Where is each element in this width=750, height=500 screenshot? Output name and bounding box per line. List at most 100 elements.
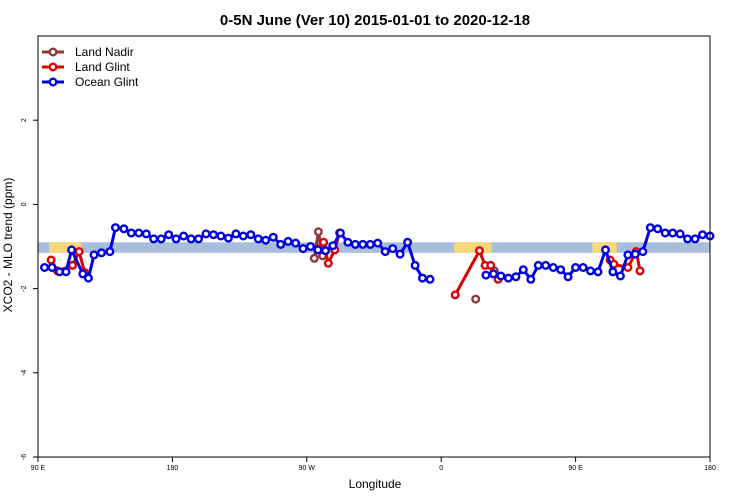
data-point: [623, 250, 633, 260]
data-point: [645, 223, 655, 233]
data-point: [208, 230, 218, 240]
data-point: [223, 233, 233, 243]
data-point: [291, 238, 301, 248]
data-point: [496, 271, 506, 281]
data-point: [268, 232, 278, 242]
data-point: [571, 263, 581, 273]
data-point: [635, 266, 645, 276]
data-point: [47, 263, 57, 273]
data-point: [96, 248, 106, 258]
data-point: [548, 263, 558, 273]
data-point: [231, 229, 241, 239]
data-point: [253, 234, 263, 244]
data-point: [601, 245, 611, 255]
plot-frame: [37, 35, 711, 458]
data-point: [683, 234, 693, 244]
data-point: [593, 267, 603, 277]
data-point: [67, 245, 77, 255]
data-point: [358, 239, 368, 249]
data-point: [321, 246, 331, 256]
data-point: [156, 234, 166, 244]
legend-marker: [48, 47, 58, 57]
data-point: [246, 230, 256, 240]
data-point: [134, 228, 144, 238]
y-tick-label: -4: [21, 370, 28, 376]
data-point: [615, 271, 625, 281]
data-point: [164, 230, 174, 240]
data-point: [201, 229, 211, 239]
data-point: [83, 273, 93, 283]
data-point: [319, 237, 329, 247]
data-point: [350, 239, 360, 249]
data-point: [395, 249, 405, 259]
data-point: [471, 294, 481, 304]
legend-label: Land Glint: [75, 60, 130, 74]
data-point: [313, 227, 323, 237]
data-point: [503, 273, 513, 283]
series-ocean-glint: [40, 223, 715, 284]
data-point: [518, 265, 528, 275]
x-axis-label: Longitude: [349, 477, 402, 491]
x-tick-label: 90 E: [31, 465, 46, 472]
y-tick-label: 2: [21, 118, 28, 122]
data-point: [298, 244, 308, 254]
data-point: [89, 250, 99, 260]
data-point: [40, 263, 50, 273]
data-point: [660, 228, 670, 238]
chart-title: 0-5N June (Ver 10) 2015-01-01 to 2020-12…: [220, 12, 530, 29]
data-point: [586, 266, 596, 276]
data-point: [78, 269, 88, 279]
legend-label: Land Nadir: [75, 45, 134, 59]
data-point: [380, 247, 390, 257]
data-point: [526, 274, 536, 284]
data-point: [193, 234, 203, 244]
data-point: [608, 267, 618, 277]
data-point: [126, 228, 136, 238]
data-point: [335, 228, 345, 238]
data-point: [119, 224, 129, 234]
data-point: [511, 272, 521, 282]
data-point: [630, 249, 640, 259]
data-point: [309, 253, 319, 263]
data-point: [563, 272, 573, 282]
data-point: [403, 237, 413, 247]
data-point: [179, 231, 189, 241]
data-point: [481, 270, 491, 280]
data-point: [410, 260, 420, 270]
data-point: [541, 260, 551, 270]
data-point: [675, 229, 685, 239]
data-point: [653, 224, 663, 234]
data-point: [475, 246, 485, 256]
data-point: [61, 267, 71, 277]
data-point: [261, 235, 271, 245]
data-point: [425, 274, 435, 284]
x-axis: 90 E 180 90 W 0 90 E 180: [31, 457, 716, 472]
data-point: [141, 229, 151, 239]
data-point: [216, 231, 226, 241]
data-point: [323, 258, 333, 268]
data-point: [276, 239, 286, 249]
data-point: [186, 234, 196, 244]
data-point: [46, 255, 56, 265]
data-point: [110, 223, 120, 233]
y-tick-label: 0: [21, 202, 28, 206]
data-point: [486, 260, 496, 270]
data-point: [67, 260, 77, 270]
x-tick-label: 90 W: [299, 465, 316, 472]
land-patch: [49, 242, 81, 253]
data-point: [668, 228, 678, 238]
x-tick-label: 0: [439, 465, 443, 472]
ocean-band: [38, 242, 710, 253]
y-tick-label: -6: [21, 454, 28, 460]
data-point: [365, 239, 375, 249]
data-point: [313, 245, 323, 255]
data-point: [450, 290, 460, 300]
data-point: [328, 241, 338, 251]
y-tick-label: -2: [21, 285, 28, 291]
data-point: [149, 234, 159, 244]
data-point: [578, 263, 588, 273]
data-point: [306, 241, 316, 251]
x-tick-label: 180: [704, 465, 716, 472]
legend-label: Ocean Glint: [75, 75, 139, 89]
